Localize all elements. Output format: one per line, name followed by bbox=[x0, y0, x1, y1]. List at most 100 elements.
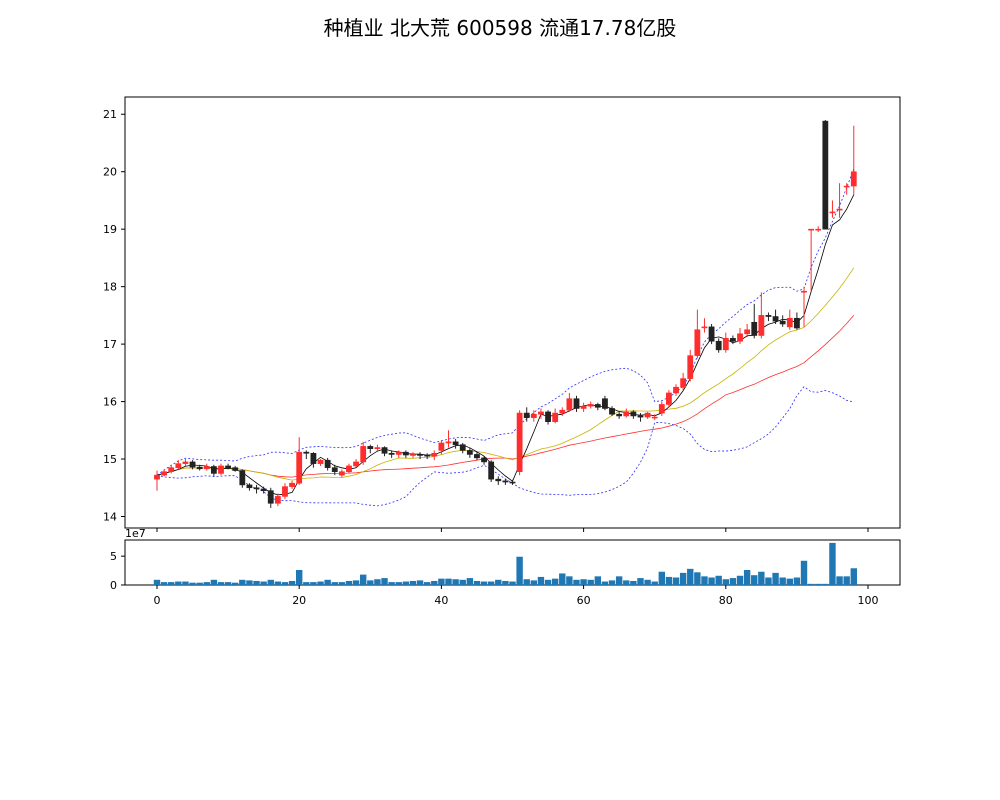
candle-up bbox=[815, 228, 822, 231]
x-tick-label: 40 bbox=[434, 594, 448, 607]
chart-title: 种植业 北大荒 600598 流通17.78亿股 bbox=[323, 16, 677, 40]
candle-up bbox=[829, 211, 836, 214]
x-tick-label: 100 bbox=[858, 594, 879, 607]
volume-bar bbox=[815, 583, 822, 585]
volume-bar bbox=[566, 576, 573, 585]
candle-down bbox=[822, 120, 829, 230]
candle-up bbox=[282, 486, 288, 497]
volume-bar bbox=[196, 582, 203, 585]
candle-down bbox=[772, 316, 779, 322]
candle-down bbox=[730, 338, 736, 342]
price-axes-frame bbox=[124, 96, 901, 529]
candle-down bbox=[239, 470, 246, 486]
volume-bar bbox=[359, 574, 367, 585]
candle-up bbox=[687, 355, 694, 379]
candle-down bbox=[616, 413, 623, 417]
candle-up bbox=[701, 326, 708, 329]
volume-bar bbox=[601, 581, 609, 585]
x-tick-label: 80 bbox=[719, 594, 733, 607]
volume-panel: 0 5 1e7 0 20 40 60 80 100 bbox=[110, 527, 901, 607]
volume-bar bbox=[672, 577, 680, 585]
candle-down bbox=[246, 484, 253, 489]
candle-down bbox=[545, 411, 551, 422]
candle-up bbox=[744, 329, 751, 335]
candle-up bbox=[680, 378, 687, 388]
volume-bar bbox=[544, 579, 552, 585]
volume-bar bbox=[402, 581, 410, 585]
candle-down bbox=[708, 326, 715, 342]
volume-bar bbox=[253, 580, 260, 585]
volume-bar bbox=[637, 578, 644, 585]
candle-up bbox=[850, 171, 857, 187]
candle-up bbox=[843, 185, 850, 188]
candle-down bbox=[594, 404, 601, 408]
volume-bar bbox=[295, 570, 303, 585]
candle-down bbox=[495, 478, 502, 482]
candle-up bbox=[431, 452, 438, 457]
candle-up bbox=[658, 404, 665, 414]
candle-down bbox=[715, 340, 722, 351]
candle-up bbox=[154, 474, 160, 480]
candle-up bbox=[296, 451, 303, 484]
volume-bar bbox=[310, 582, 317, 585]
candle-down bbox=[452, 441, 459, 445]
candle-down bbox=[331, 467, 338, 472]
volume-bar bbox=[630, 580, 637, 585]
volume-bar bbox=[267, 579, 274, 585]
candle-down bbox=[609, 408, 615, 415]
volume-bar bbox=[608, 580, 616, 585]
volume-bar bbox=[431, 580, 438, 585]
ma-short-line bbox=[156, 194, 855, 496]
candle-up bbox=[559, 409, 566, 414]
volume-bar bbox=[168, 582, 175, 585]
candle-up bbox=[360, 446, 367, 463]
candle-down bbox=[303, 451, 310, 454]
volume-bar bbox=[502, 580, 509, 585]
candle-down bbox=[459, 444, 466, 451]
candle-down bbox=[225, 465, 231, 468]
volume-bar bbox=[345, 580, 353, 585]
candle-down bbox=[388, 452, 395, 455]
volume-bar bbox=[722, 579, 730, 585]
volume-bar bbox=[480, 581, 488, 585]
candle-down bbox=[637, 415, 644, 418]
candle-down bbox=[779, 320, 786, 325]
volume-bar bbox=[239, 579, 246, 585]
volume-bar bbox=[800, 560, 808, 585]
price-y-tick-label: 16 bbox=[103, 396, 117, 409]
candle-down bbox=[402, 451, 409, 456]
candle-up bbox=[374, 447, 381, 449]
volume-bar bbox=[466, 578, 474, 585]
candle-up bbox=[758, 315, 765, 336]
volume-bar bbox=[281, 582, 289, 585]
volume-bar bbox=[246, 580, 253, 585]
candle-up bbox=[737, 333, 743, 342]
candle-up bbox=[395, 451, 402, 455]
volume-bar bbox=[153, 579, 161, 585]
candle-down bbox=[196, 466, 203, 470]
volume-bar bbox=[644, 579, 651, 585]
candle-down bbox=[602, 398, 608, 409]
candle-up bbox=[580, 405, 587, 409]
volume-bar bbox=[537, 576, 545, 585]
price-y-tick-label: 15 bbox=[103, 453, 117, 466]
volume-bar bbox=[551, 578, 559, 585]
candle-up bbox=[566, 398, 573, 411]
candle-up bbox=[552, 412, 559, 422]
volume-bar bbox=[331, 582, 338, 585]
price-y-tick-label: 21 bbox=[103, 108, 117, 121]
candle-up bbox=[353, 461, 359, 467]
volume-bar bbox=[751, 575, 758, 585]
volume-bar bbox=[658, 571, 666, 585]
candle-up bbox=[530, 413, 537, 418]
volume-bar bbox=[324, 579, 331, 585]
volume-y-tick-label: 0 bbox=[110, 579, 117, 592]
candle-up bbox=[666, 392, 672, 405]
volume-bar bbox=[829, 542, 836, 585]
candle-down bbox=[260, 488, 267, 491]
volume-bar bbox=[160, 582, 168, 585]
candle-up bbox=[218, 465, 224, 474]
candle-down bbox=[232, 467, 239, 471]
volume-bar bbox=[274, 581, 282, 585]
